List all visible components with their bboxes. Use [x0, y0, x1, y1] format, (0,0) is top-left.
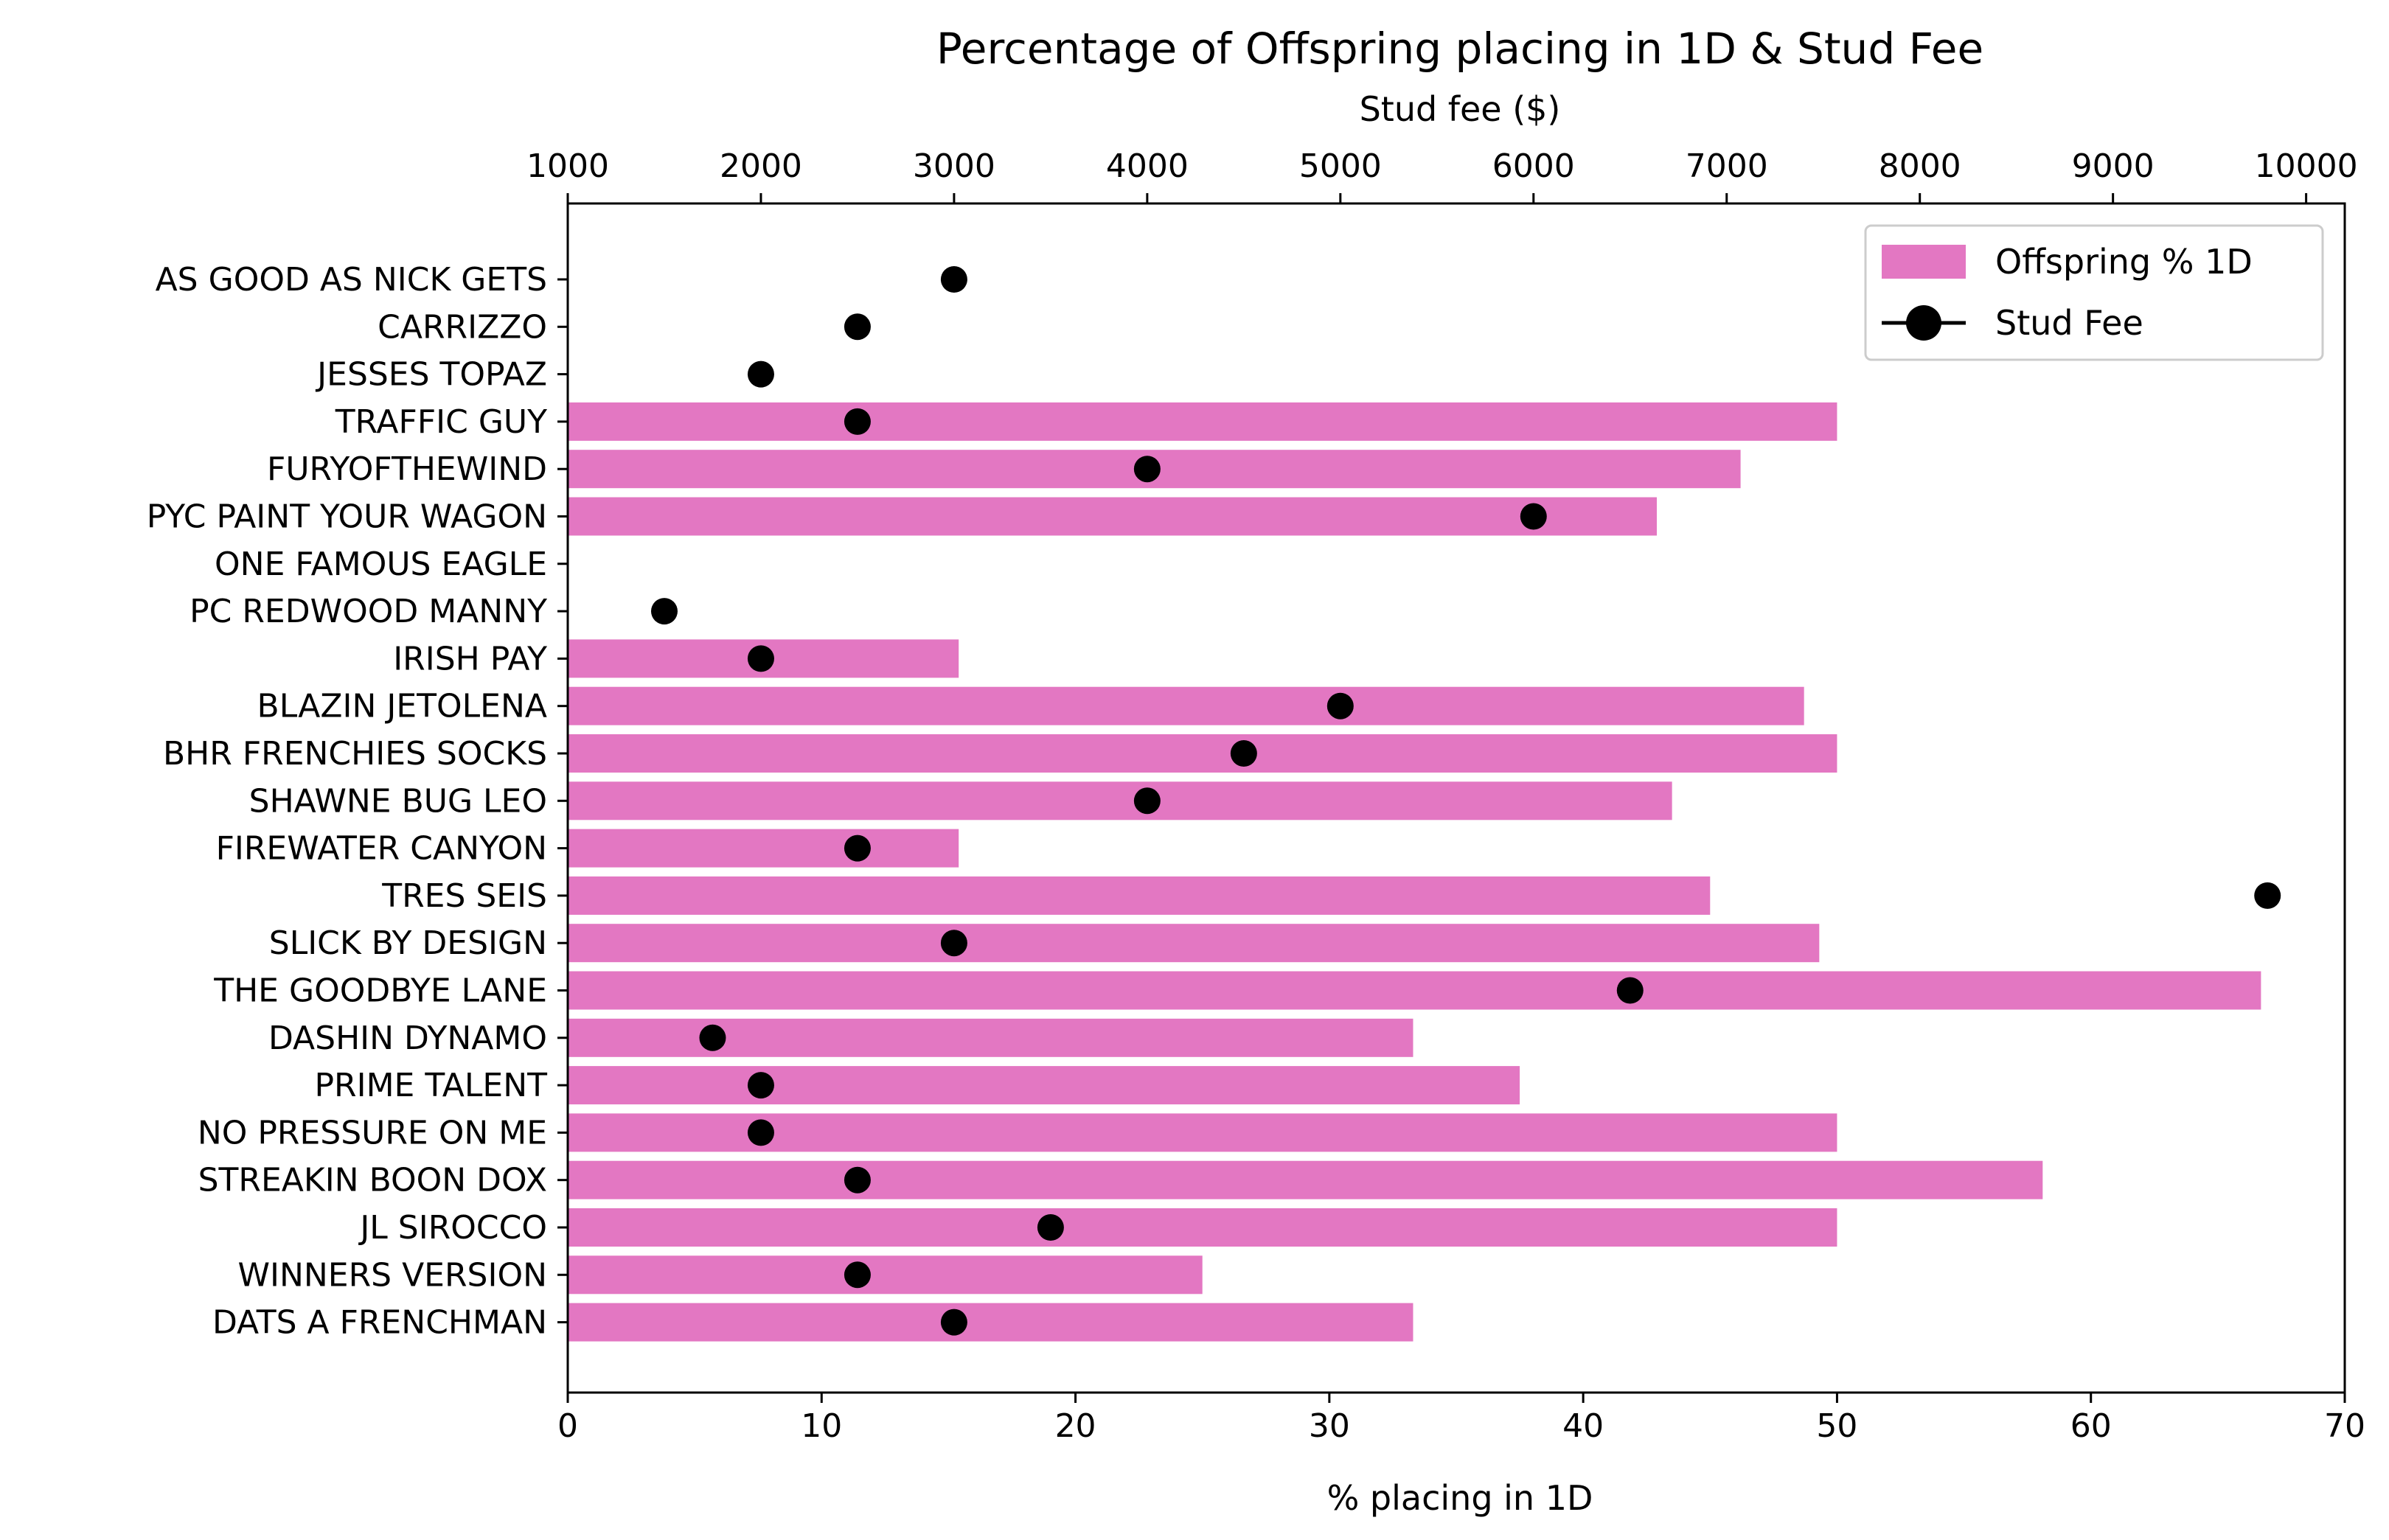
stud-fee-point — [2254, 882, 2281, 909]
stud-fee-point — [747, 1119, 774, 1146]
bar-offspring-pct — [568, 734, 1837, 773]
category-label: THE GOODBYE LANE — [213, 972, 547, 1010]
category-label: WINNERS VERSION — [237, 1256, 547, 1294]
top-tick-label: 10000 — [2255, 147, 2358, 185]
top-tick-label: 9000 — [2072, 147, 2155, 185]
stud-fee-point — [940, 266, 967, 293]
legend: Offspring % 1D Stud Fee — [1864, 224, 2324, 361]
stud-fee-point — [699, 1024, 726, 1051]
bar-offspring-pct — [568, 1208, 1837, 1247]
bar-offspring-pct — [568, 924, 1820, 963]
bar-offspring-pct — [568, 1018, 1413, 1057]
top-tick-label: 7000 — [1686, 147, 1768, 185]
category-label: JESSES TOPAZ — [315, 356, 547, 394]
category-label: FURYOFTHEWIND — [267, 450, 547, 488]
stud-fee-point — [1616, 977, 1644, 1004]
bottom-axis-title: % placing in 1D — [1327, 1478, 1593, 1518]
stud-fee-layer — [650, 266, 2281, 1336]
top-tick-label: 2000 — [720, 147, 802, 185]
legend-box — [1864, 224, 2324, 361]
category-label: STREAKIN BOON DOX — [198, 1162, 547, 1199]
bottom-tick-label: 70 — [2324, 1407, 2365, 1445]
top-tick-label: 4000 — [1106, 147, 1189, 185]
top-tick-label: 5000 — [1299, 147, 1382, 185]
legend-swatch-offspring — [1882, 245, 1966, 279]
stud-fee-point — [1230, 740, 1257, 767]
chart-title: Percentage of Offspring placing in 1D & … — [936, 24, 1983, 74]
bar-offspring-pct — [568, 1160, 2043, 1199]
category-axis: AS GOOD AS NICK GETS CARRIZZO JESSES TOPAZ… — [147, 261, 568, 1342]
top-tick-label: 1000 — [526, 147, 609, 185]
category-label: DASHIN DYNAMO — [268, 1020, 547, 1057]
bar-offspring-pct — [568, 1113, 1837, 1152]
category-label: CARRIZZO — [378, 308, 547, 346]
stud-fee-point — [747, 1072, 774, 1099]
category-label: PYC PAINT YOUR WAGON — [147, 498, 547, 536]
bar-offspring-pct — [568, 829, 959, 868]
bar-offspring-pct — [568, 971, 2261, 1010]
stud-fee-point — [1133, 787, 1161, 815]
bottom-tick-label: 40 — [1562, 1407, 1604, 1445]
category-label: BLAZIN JETOLENA — [257, 688, 547, 725]
top-axis-title: Stud fee ($) — [1360, 89, 1561, 129]
top-axis: 1000 2000 3000 4000 5000 6000 7000 8000 9000 1000… — [526, 147, 2358, 203]
stud-fee-point — [1520, 503, 1547, 530]
bottom-tick-label: 20 — [1055, 1407, 1096, 1445]
legend-label-stud-fee: Stud Fee — [1995, 303, 2143, 343]
plot-frame — [566, 202, 2346, 1394]
bar-offspring-pct — [568, 876, 1711, 915]
legend-label-offspring: Offspring % 1D — [1995, 242, 2253, 282]
category-label: JL SIROCCO — [358, 1209, 547, 1247]
bars-layer — [568, 402, 2261, 1342]
bottom-tick-label: 50 — [1816, 1407, 1857, 1445]
bottom-axis: 0 10 20 30 40 50 60 70 — [557, 1393, 2365, 1445]
category-label: TRAFFIC GUY — [335, 403, 547, 441]
stud-fee-point — [940, 930, 967, 957]
stud-fee-point — [1326, 692, 1354, 720]
category-label: DATS A FRENCHMAN — [212, 1304, 547, 1342]
category-label: PC REDWOOD MANNY — [189, 593, 547, 630]
category-label: IRISH PAY — [393, 640, 547, 677]
stud-fee-point — [1133, 456, 1161, 483]
top-tick-label: 8000 — [1879, 147, 1961, 185]
bar-offspring-pct — [568, 1066, 1520, 1105]
category-label: SLICK BY DESIGN — [269, 924, 547, 962]
legend-marker-stud-fee — [1906, 305, 1941, 341]
bar-offspring-pct — [568, 781, 1672, 820]
stud-fee-point — [844, 408, 871, 435]
category-label: AS GOOD AS NICK GETS — [156, 261, 547, 299]
stud-fee-point — [747, 360, 774, 388]
category-label: PRIME TALENT — [315, 1067, 548, 1104]
bar-offspring-pct — [568, 1303, 1413, 1342]
stud-fee-point — [844, 1261, 871, 1289]
top-tick-label: 6000 — [1492, 147, 1575, 185]
bottom-tick-label: 60 — [2070, 1407, 2112, 1445]
stud-fee-point — [1037, 1214, 1064, 1241]
bar-offspring-pct — [568, 497, 1657, 536]
bottom-tick-label: 0 — [557, 1407, 578, 1445]
category-label: FIREWATER CANYON — [216, 830, 547, 868]
stud-fee-point — [844, 835, 871, 862]
stud-fee-point — [844, 313, 871, 341]
category-label: SHAWNE BUG LEO — [249, 782, 547, 820]
stud-fee-point — [940, 1309, 967, 1336]
top-tick-label: 3000 — [913, 147, 995, 185]
category-label: TRES SEIS — [381, 877, 547, 915]
stud-fee-point — [650, 598, 678, 625]
bottom-tick-label: 10 — [801, 1407, 842, 1445]
bar-offspring-pct — [568, 1255, 1203, 1295]
category-label: BHR FRENCHIES SOCKS — [163, 735, 547, 773]
stud-fee-point — [747, 645, 774, 672]
category-label: ONE FAMOUS EAGLE — [215, 546, 547, 583]
bottom-tick-label: 30 — [1309, 1407, 1350, 1445]
bar-offspring-pct — [568, 686, 1804, 725]
bar-offspring-pct — [568, 402, 1837, 441]
stud-fee-point — [844, 1166, 871, 1194]
category-label: NO PRESSURE ON ME — [198, 1114, 547, 1151]
